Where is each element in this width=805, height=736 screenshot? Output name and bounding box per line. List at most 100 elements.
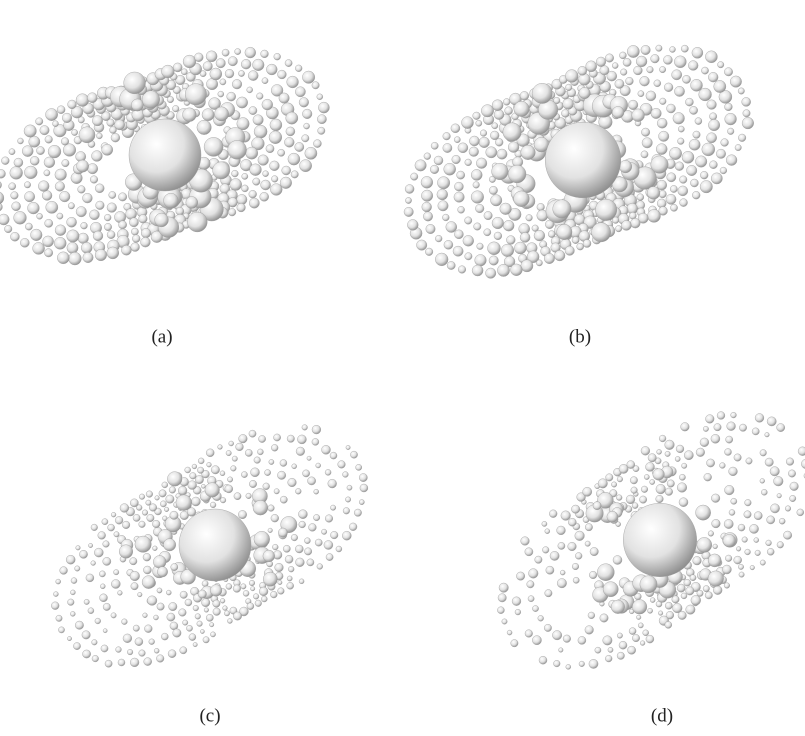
sphere xyxy=(278,149,285,156)
sphere xyxy=(431,142,438,149)
sphere xyxy=(173,629,181,637)
sphere xyxy=(193,605,199,611)
panel xyxy=(51,425,368,668)
sphere xyxy=(44,157,55,168)
sphere xyxy=(118,591,123,596)
sphere xyxy=(147,514,154,521)
sphere xyxy=(725,103,733,111)
sphere xyxy=(198,458,204,464)
sphere xyxy=(180,647,187,654)
sphere xyxy=(682,151,694,163)
sphere xyxy=(44,170,50,176)
sphere xyxy=(58,627,64,633)
sphere xyxy=(191,497,200,506)
sphere xyxy=(57,252,69,264)
sphere xyxy=(514,242,526,254)
sphere xyxy=(100,584,105,589)
sphere xyxy=(638,623,643,628)
sphere xyxy=(75,566,80,571)
sphere xyxy=(46,201,58,213)
sphere xyxy=(646,635,654,643)
sphere xyxy=(553,200,571,218)
figure: (a) (b) (c) (d) xyxy=(0,0,805,731)
sphere xyxy=(100,594,108,602)
sphere xyxy=(532,636,541,645)
sphere xyxy=(638,91,644,97)
sphere xyxy=(736,547,741,552)
sphere xyxy=(637,194,644,201)
sphere xyxy=(44,249,52,257)
sphere xyxy=(679,498,688,507)
sphere xyxy=(725,555,732,562)
sphere xyxy=(621,220,631,230)
sphere xyxy=(288,153,300,165)
sphere xyxy=(546,566,554,574)
sphere xyxy=(10,232,19,241)
sphere xyxy=(62,159,69,166)
sphere xyxy=(554,250,565,261)
sphere xyxy=(162,482,168,488)
sphere xyxy=(0,169,6,178)
sphere xyxy=(545,529,550,534)
sphere xyxy=(159,490,166,497)
sphere xyxy=(623,503,696,576)
sphere xyxy=(527,581,534,588)
panel xyxy=(497,412,805,670)
sphere xyxy=(232,456,237,461)
sphere xyxy=(690,575,696,581)
sphere xyxy=(356,464,362,470)
sphere xyxy=(646,91,656,101)
sphere xyxy=(720,167,727,174)
sphere xyxy=(742,537,748,543)
sphere xyxy=(670,47,676,53)
sphere xyxy=(708,119,719,130)
sphere xyxy=(154,615,159,620)
sphere xyxy=(503,220,514,231)
sphere xyxy=(686,587,694,595)
sphere xyxy=(42,191,52,201)
sphere xyxy=(302,425,308,431)
sphere xyxy=(92,116,102,126)
sphere xyxy=(161,633,168,640)
sphere xyxy=(81,242,92,253)
sphere xyxy=(458,266,466,274)
sphere xyxy=(195,614,201,620)
sphere xyxy=(473,182,480,189)
sphere xyxy=(590,547,598,555)
sphere xyxy=(537,203,545,211)
sphere xyxy=(269,131,282,144)
sphere xyxy=(666,194,676,204)
sphere xyxy=(18,138,24,144)
sphere xyxy=(770,504,779,513)
sphere xyxy=(253,178,260,185)
sphere xyxy=(650,479,655,484)
sphere xyxy=(206,614,213,621)
sphere xyxy=(583,240,591,248)
sphere xyxy=(727,128,734,135)
sphere xyxy=(426,224,435,233)
sphere xyxy=(83,193,93,203)
sphere xyxy=(443,143,452,152)
sphere xyxy=(129,119,201,191)
sphere xyxy=(163,539,175,551)
sphere xyxy=(600,614,608,622)
sphere xyxy=(505,107,513,115)
sphere xyxy=(325,469,331,475)
sphere xyxy=(657,118,667,128)
sphere xyxy=(135,638,143,646)
sphere xyxy=(249,190,257,198)
sphere xyxy=(197,621,203,627)
sphere xyxy=(707,459,715,467)
sphere xyxy=(171,564,178,571)
sphere xyxy=(596,57,606,67)
sphere xyxy=(278,70,287,79)
sphere xyxy=(598,479,607,488)
sphere xyxy=(744,511,751,518)
sphere xyxy=(573,577,579,583)
sphere xyxy=(343,508,350,515)
sphere xyxy=(111,580,120,589)
sphere xyxy=(486,147,497,158)
sphere xyxy=(258,155,269,166)
sphere xyxy=(579,661,585,667)
sphere xyxy=(194,53,203,62)
